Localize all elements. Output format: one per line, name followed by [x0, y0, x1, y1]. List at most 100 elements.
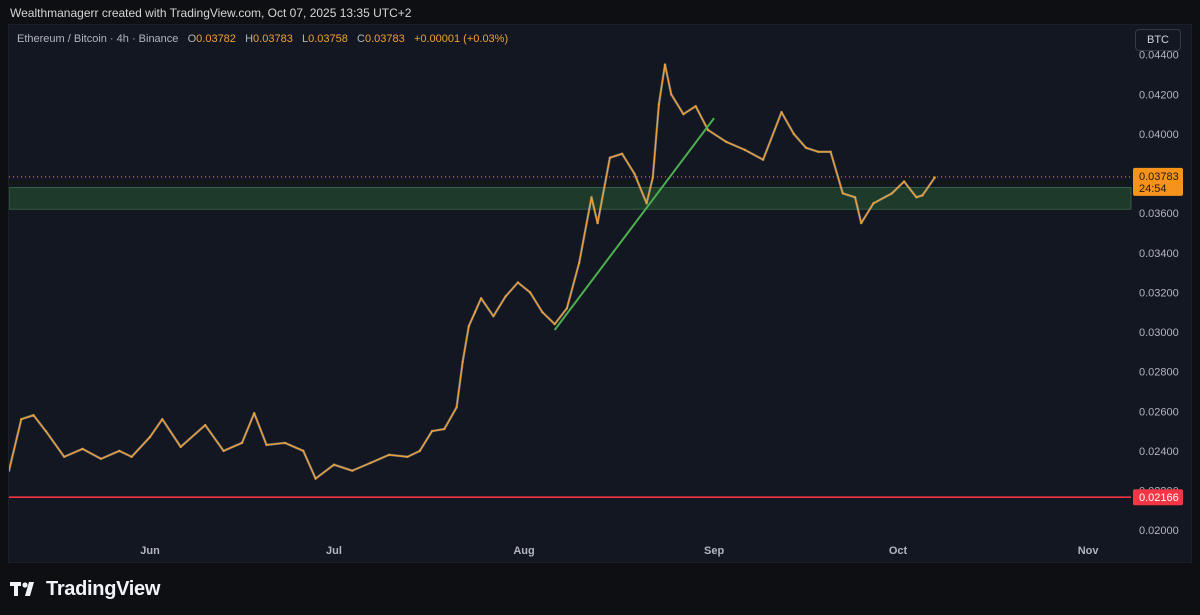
chart-panel[interactable]: Ethereum / Bitcoin · 4h · Binance O0.037…	[8, 24, 1192, 563]
price-point	[283, 441, 287, 445]
y-tick-label: 0.02000	[1139, 525, 1179, 537]
price-point	[915, 196, 918, 199]
y-tick-label: 0.02600	[1139, 406, 1179, 418]
price-point	[541, 311, 544, 314]
price-point	[829, 150, 832, 153]
price-point	[890, 192, 893, 195]
low-value: 0.03758	[308, 33, 348, 45]
price-point	[921, 194, 924, 197]
close-label: C	[357, 33, 365, 45]
price-point	[516, 281, 519, 284]
open-label: O	[187, 33, 197, 45]
price-point	[608, 156, 611, 159]
change-value: +0.00001 (+0.03%)	[413, 33, 509, 45]
floor-label-bg	[1133, 489, 1183, 506]
price-chart[interactable]: 0.02000 0.02200 0.02400 0.02600 0.02800 0.030…	[9, 25, 1191, 562]
price-point	[657, 103, 661, 106]
price-point	[792, 132, 795, 136]
high-value: 0.03783	[253, 33, 293, 45]
price-point	[903, 180, 906, 183]
close-value: 0.03783	[365, 33, 405, 45]
price-point	[553, 322, 556, 326]
currency-button[interactable]: BTC	[1135, 29, 1181, 51]
price-point	[20, 418, 23, 421]
support-zone-layer	[9, 187, 1132, 210]
bar-countdown: 24:54	[1139, 183, 1167, 195]
price-point	[663, 63, 667, 66]
symbol-legend: Ethereum / Bitcoin · 4h · Binance O0.037…	[17, 33, 508, 45]
y-tick-label: 0.02400	[1139, 446, 1179, 458]
price-point	[762, 158, 765, 161]
price-point	[32, 414, 35, 417]
current-price-label-bg	[1133, 167, 1183, 196]
current-price-label: 0.03783	[1139, 171, 1179, 183]
price-point	[473, 311, 477, 314]
price-point	[479, 297, 483, 300]
price-point	[265, 443, 268, 447]
price-point	[130, 455, 133, 458]
price-point	[461, 360, 464, 363]
price-point	[706, 128, 710, 132]
y-tick-label: 0.04400	[1139, 50, 1179, 62]
tradingview-logo-icon	[10, 582, 34, 596]
price-series-layer	[9, 63, 936, 480]
high-label: H	[245, 33, 254, 45]
price-point	[682, 113, 685, 116]
price-point	[565, 307, 569, 310]
low-label: L	[301, 33, 309, 45]
y-tick-label: 0.03000	[1139, 327, 1179, 339]
price-point	[388, 453, 391, 456]
x-tick-label: Jul	[326, 545, 342, 557]
price-point	[118, 449, 121, 452]
price-point	[222, 449, 225, 452]
trendline	[553, 117, 715, 331]
y-tick-label: 0.03800	[1139, 169, 1179, 181]
x-tick-label: Oct	[889, 545, 908, 557]
x-tick-label: Jun	[140, 545, 160, 557]
price-point	[9, 469, 11, 472]
price-point	[443, 427, 446, 431]
y-tick-label: 0.04200	[1139, 89, 1179, 101]
price-wick-line	[9, 63, 936, 480]
drawing-layer	[9, 117, 1131, 499]
y-tick-label: 0.03400	[1139, 248, 1179, 260]
brand-name: TradingView	[46, 577, 161, 600]
y-tick-label: 0.04000	[1139, 129, 1179, 141]
price-point	[467, 324, 470, 328]
price-point	[743, 148, 746, 151]
price-point	[817, 150, 820, 153]
price-point	[804, 146, 808, 149]
price-point	[351, 469, 354, 472]
y-tick-label: 0.02800	[1139, 367, 1179, 379]
price-point	[529, 291, 532, 294]
price-point	[853, 196, 857, 199]
price-point	[590, 196, 593, 199]
symbol-name[interactable]: Ethereum / Bitcoin · 4h · Binance	[17, 33, 179, 45]
floor-label: 0.02166	[1139, 492, 1179, 504]
price-point	[578, 261, 581, 264]
price-point	[633, 172, 636, 175]
x-tick-label: Nov	[1078, 545, 1100, 557]
price-point	[645, 202, 648, 205]
price-point	[240, 441, 244, 445]
price-point	[179, 445, 182, 449]
price-point	[841, 192, 844, 195]
price-point	[872, 202, 875, 205]
x-tick-label: Sep	[704, 545, 724, 557]
price-point	[44, 429, 47, 433]
price-point	[780, 111, 783, 114]
price-point	[504, 295, 507, 298]
price-point	[99, 457, 103, 460]
price-point	[418, 449, 421, 452]
price-point	[596, 221, 599, 225]
tradingview-logo: TradingView	[10, 574, 160, 604]
price-point	[406, 455, 409, 458]
price-point	[725, 140, 728, 143]
x-axis: Jun Jul Aug Sep Oct Nov	[140, 545, 1099, 557]
price-point	[430, 429, 434, 433]
price-line	[9, 63, 936, 480]
price-point	[161, 418, 164, 421]
price-point	[314, 477, 317, 480]
open-value: 0.03782	[196, 33, 236, 45]
